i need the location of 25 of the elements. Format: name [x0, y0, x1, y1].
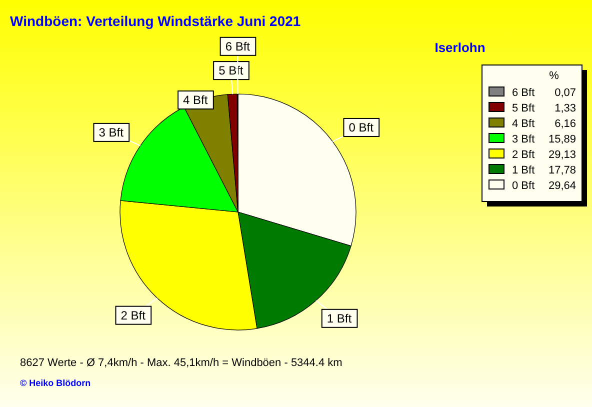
text: 8627 Werte - Ø 7,4km/h - Max. 45,1km/h = Windböen - 5344.4 km — [20, 357, 342, 369]
legend-label: 5 Bft — [512, 102, 535, 114]
slice-label: 3 Bft — [98, 125, 124, 140]
legend-label: 2 Bft — [512, 149, 535, 161]
text: © Heiko Blödorn — [20, 378, 91, 388]
data-label: 0,07 — [554, 87, 576, 99]
chart-subtitle: Iserlohn — [434, 40, 486, 55]
data-label: 1,33 — [554, 102, 576, 114]
legend-label: 0 Bft — [512, 180, 535, 192]
data-label: 17,78 — [548, 164, 576, 176]
legend-label: 4 Bft — [512, 118, 535, 130]
slice-label: 2 Bft — [120, 308, 146, 322]
data-label: 15,89 — [548, 134, 576, 146]
chart-title: Windböen: Verteilung Windstärke Juni 2021 — [10, 13, 301, 29]
slice-label: 6 Bft — [225, 39, 251, 54]
legend-title: % — [549, 70, 560, 82]
data-label: 29,64 — [548, 180, 576, 192]
slice-label: 0 Bft — [348, 120, 374, 134]
legend-label: 6 Bft — [512, 87, 535, 99]
data-label: 6,16 — [554, 118, 576, 130]
slice-label: 4 Bft — [183, 92, 208, 107]
legend-label: 1 Bft — [512, 164, 535, 176]
legend-label: 3 Bft — [512, 134, 535, 146]
data-label: 29,13 — [548, 149, 576, 161]
slice-label: 1 Bft — [326, 311, 352, 326]
